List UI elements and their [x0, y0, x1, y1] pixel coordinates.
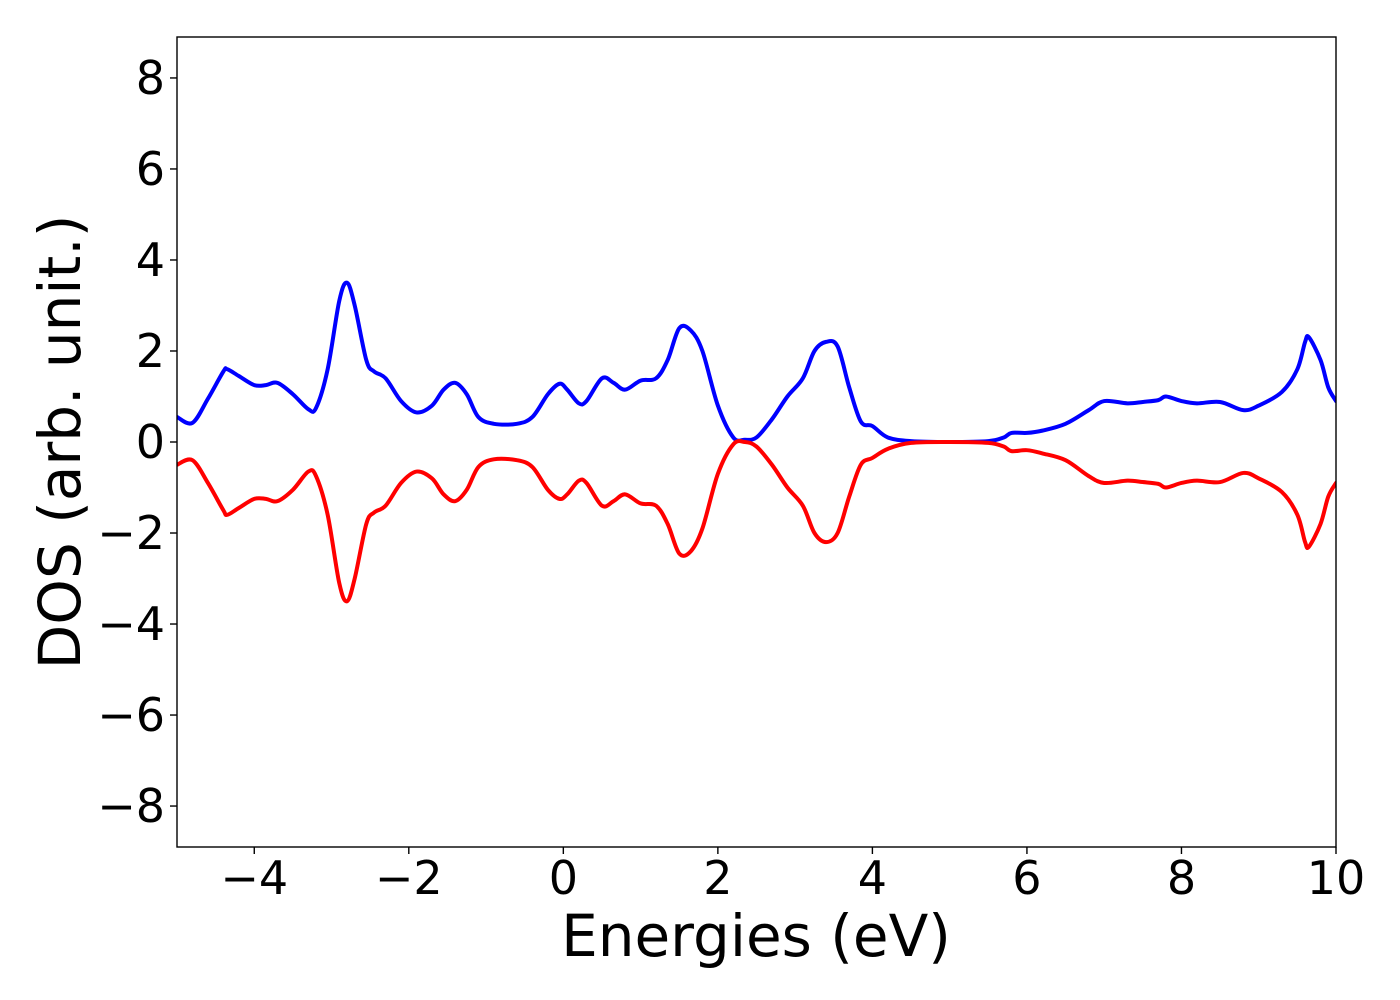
x-axis-title: Energies (eV): [561, 902, 951, 970]
y-tick-label: −6: [97, 688, 165, 742]
y-tick-label: 4: [136, 233, 165, 287]
y-tick-label: 2: [136, 324, 165, 378]
x-tick-label: −2: [375, 851, 443, 905]
x-tick-label: 2: [703, 851, 732, 905]
x-axis-ticks: −4 −2 0 2 4 6 8 10: [220, 847, 1365, 905]
y-axis-ticks: 8 6 4 2 0 −2 −4 −6 −8: [97, 51, 177, 833]
x-tick-label: 4: [858, 851, 887, 905]
x-tick-label: 6: [1012, 851, 1041, 905]
x-tick-label: 8: [1167, 851, 1196, 905]
y-tick-label: −8: [97, 779, 165, 833]
x-tick-label: 0: [549, 851, 578, 905]
x-tick-label: 10: [1307, 851, 1366, 905]
dos-series-line-1: [177, 280, 1336, 444]
y-tick-label: −4: [97, 597, 165, 651]
y-tick-label: 0: [136, 415, 165, 469]
y-tick-label: −2: [97, 506, 165, 560]
x-tick-label: −4: [220, 851, 288, 905]
y-tick-label: 8: [136, 51, 165, 105]
plot-lines: [177, 280, 1336, 604]
y-tick-label: 6: [136, 142, 165, 196]
y-axis-title: DOS (arb. unit.): [26, 215, 94, 670]
dos-series-line-2: [177, 439, 1336, 604]
